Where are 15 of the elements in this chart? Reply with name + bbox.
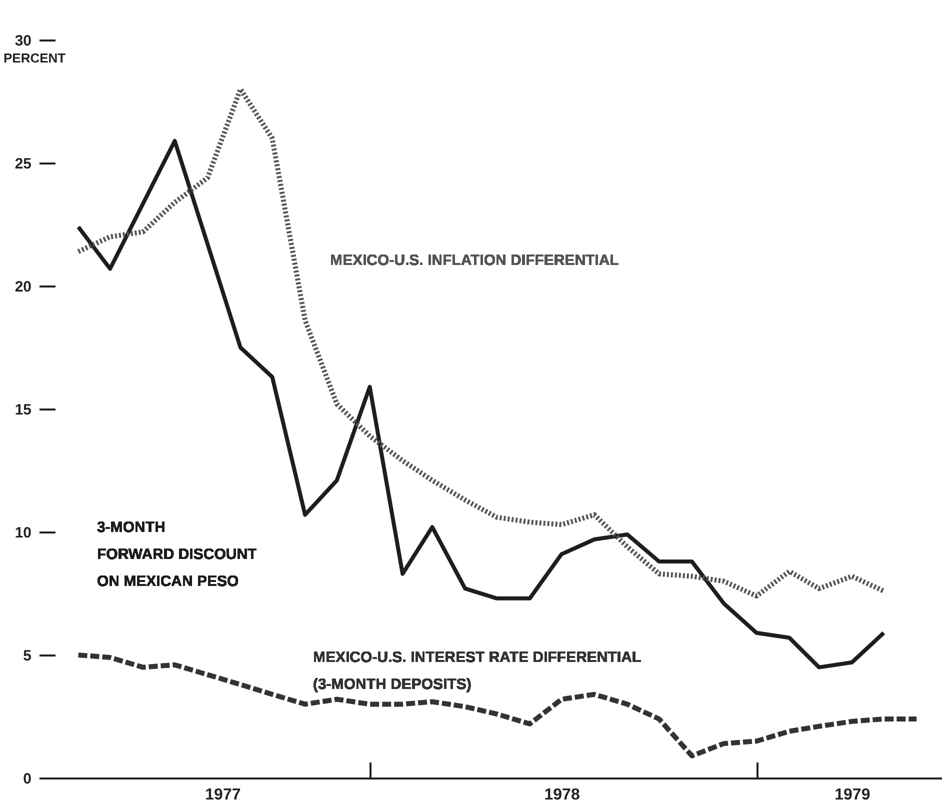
y-tick-label: 15	[14, 402, 32, 418]
series-label: MEXICO-U.S. INTEREST RATE DIFFERENTIAL (3-MONTH DEPOSITS)	[313, 649, 642, 693]
line-series	[76, 138, 886, 670]
y-axis-title: PERCENT	[4, 50, 66, 66]
y-tick-label: 20	[14, 278, 32, 296]
x-tick-label: 1977	[205, 786, 241, 804]
text: MEXICO-U.S. INFLATION DIFFERENTIAL	[330, 252, 619, 269]
text: 3-MONTH FORWARD DISCOUNT ON MEXICAN PESO	[97, 519, 257, 590]
y-tick-label: 25	[14, 156, 32, 172]
y-tick-label: 30	[14, 32, 32, 50]
x-tick-label: 1979	[834, 786, 870, 804]
y-tick-label: 0	[23, 770, 32, 788]
y-tick-label: 5	[23, 648, 32, 664]
y-tick-label: 10	[14, 524, 32, 542]
x-tick-label: 1978	[544, 786, 580, 804]
